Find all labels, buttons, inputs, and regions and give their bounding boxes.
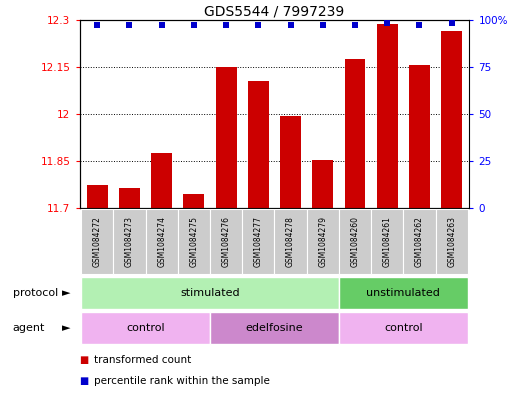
Text: ■: ■	[80, 376, 89, 386]
Text: GSM1084274: GSM1084274	[157, 216, 166, 267]
Bar	[151, 153, 172, 208]
Bar	[215, 67, 236, 208]
Text: GSM1084262: GSM1084262	[415, 216, 424, 267]
Text: control: control	[126, 323, 165, 333]
Text: GSM1084272: GSM1084272	[93, 216, 102, 267]
Bar	[441, 31, 462, 208]
Point	[319, 22, 327, 28]
Point	[447, 20, 456, 27]
Bar	[248, 81, 269, 208]
Bar	[81, 277, 339, 309]
Point	[254, 22, 263, 28]
Bar	[409, 65, 430, 208]
Text: GSM1084261: GSM1084261	[383, 216, 392, 267]
Point	[286, 22, 294, 28]
Point	[222, 22, 230, 28]
Bar	[81, 312, 210, 344]
Bar	[339, 312, 468, 344]
Text: transformed count: transformed count	[94, 354, 191, 365]
Bar	[274, 209, 307, 274]
Bar	[184, 194, 204, 208]
Text: control: control	[384, 323, 423, 333]
Text: GSM1084278: GSM1084278	[286, 216, 295, 267]
Point	[190, 22, 198, 28]
Text: ■: ■	[80, 354, 89, 365]
Bar	[119, 188, 140, 208]
Text: edelfosine: edelfosine	[246, 323, 303, 333]
Bar	[339, 277, 468, 309]
Text: percentile rank within the sample: percentile rank within the sample	[94, 376, 270, 386]
Text: ►: ►	[63, 323, 71, 333]
Point	[157, 22, 166, 28]
Text: GSM1084273: GSM1084273	[125, 216, 134, 267]
Point	[93, 22, 102, 28]
Text: stimulated: stimulated	[180, 288, 240, 298]
Point	[416, 22, 424, 28]
Bar	[210, 312, 339, 344]
Title: GDS5544 / 7997239: GDS5544 / 7997239	[204, 4, 345, 18]
Bar	[339, 209, 371, 274]
Text: agent: agent	[13, 323, 45, 333]
Bar	[146, 209, 178, 274]
Text: GSM1084276: GSM1084276	[222, 216, 231, 267]
Bar	[280, 116, 301, 208]
Bar	[87, 185, 108, 208]
Text: GSM1084279: GSM1084279	[318, 216, 327, 267]
Bar	[81, 209, 113, 274]
Text: unstimulated: unstimulated	[366, 288, 440, 298]
Bar	[436, 209, 468, 274]
Text: GSM1084263: GSM1084263	[447, 216, 456, 267]
Bar	[242, 209, 274, 274]
Point	[125, 22, 133, 28]
Text: GSM1084277: GSM1084277	[254, 216, 263, 267]
Bar	[113, 209, 146, 274]
Bar	[178, 209, 210, 274]
Point	[351, 22, 359, 28]
Bar	[307, 209, 339, 274]
Text: GSM1084260: GSM1084260	[350, 216, 360, 267]
Text: protocol: protocol	[13, 288, 58, 298]
Point	[383, 20, 391, 27]
Text: ►: ►	[63, 288, 71, 298]
Bar	[403, 209, 436, 274]
Bar	[210, 209, 242, 274]
Bar	[312, 160, 333, 208]
Bar	[377, 24, 398, 208]
Text: GSM1084275: GSM1084275	[189, 216, 199, 267]
Bar	[345, 59, 365, 208]
Bar	[371, 209, 403, 274]
